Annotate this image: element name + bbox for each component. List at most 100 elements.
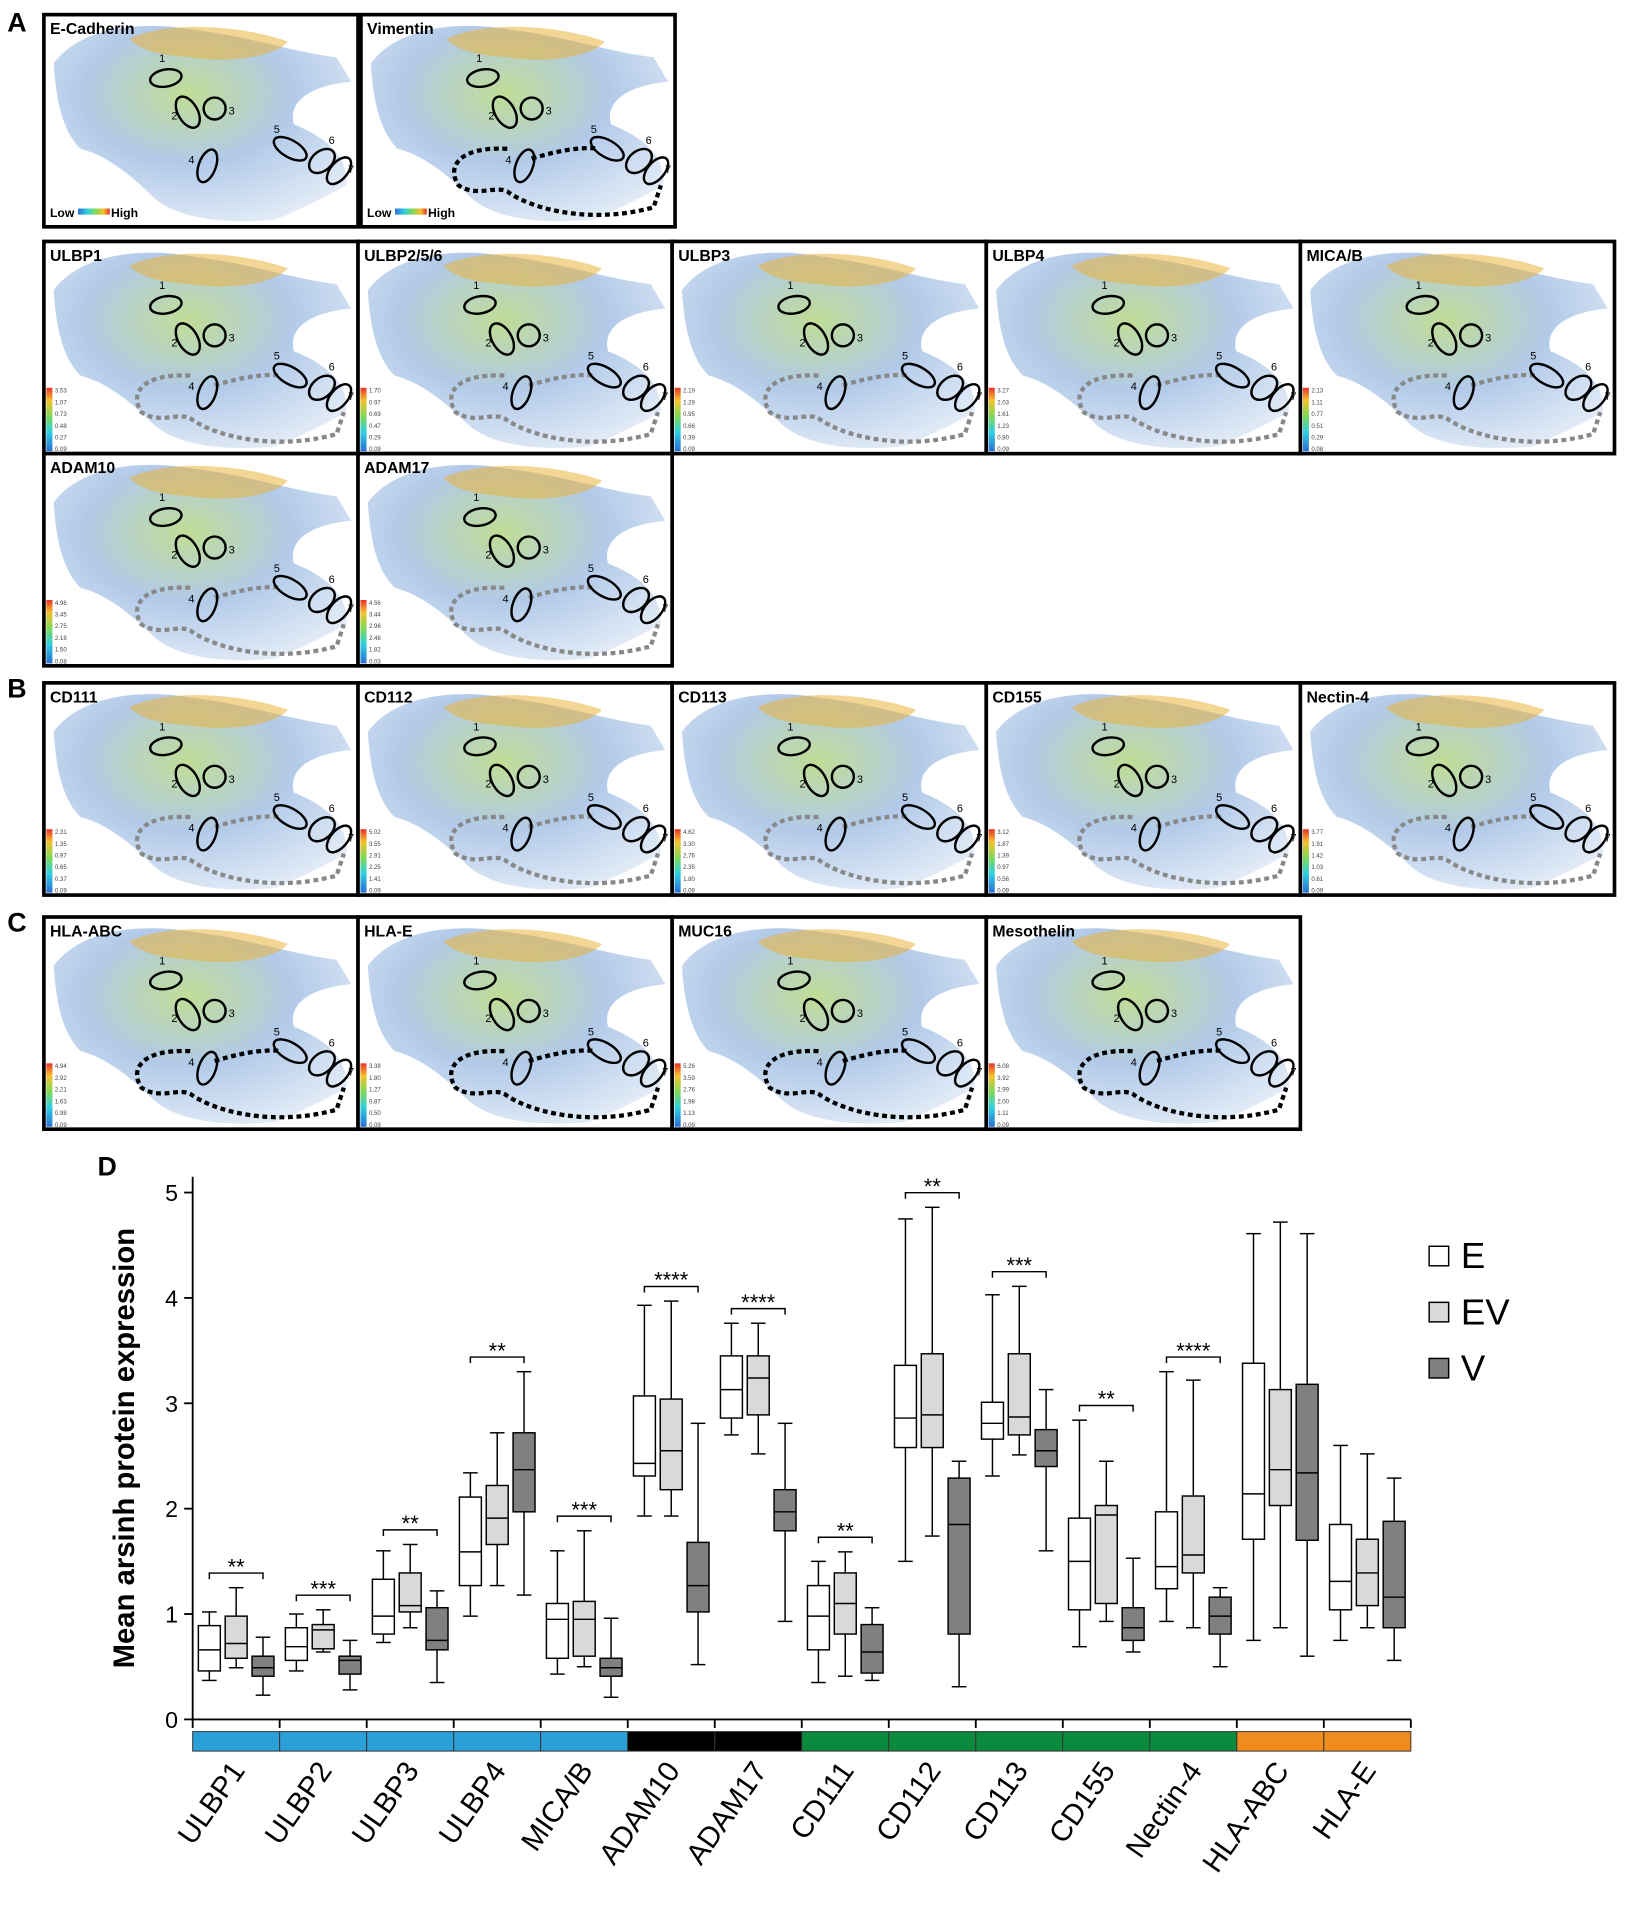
category-band <box>1236 1731 1325 1752</box>
cluster-outline <box>1431 763 1458 798</box>
colorbar-label: 0.95 <box>683 411 695 418</box>
significance-label: ** <box>924 1174 942 1199</box>
umap-cloud <box>1310 252 1608 449</box>
cluster-outline <box>1091 294 1126 315</box>
cluster-outline <box>174 95 202 129</box>
cluster-label: 7 <box>1605 391 1611 403</box>
cluster-label: 6 <box>329 135 335 147</box>
cluster-label: 2 <box>1428 779 1434 791</box>
significance-label: **** <box>654 1268 689 1293</box>
cluster-label: 3 <box>546 106 552 118</box>
umap-hot-region <box>443 929 602 963</box>
colorbar-label: 1.98 <box>683 1098 695 1105</box>
cluster-label: 1 <box>1101 280 1107 292</box>
cluster-outline <box>488 763 516 798</box>
cluster-label: 2 <box>485 1013 491 1025</box>
category-band <box>1323 1731 1412 1752</box>
colorbar-label: 0.09 <box>997 446 1009 453</box>
cluster-outline <box>516 323 541 348</box>
colorbar <box>674 1063 681 1127</box>
cluster-label: 7 <box>665 164 671 176</box>
colorbar-label: 5.02 <box>369 829 381 836</box>
cluster-outline <box>196 375 219 411</box>
cluster-outline <box>202 323 227 348</box>
umap-hot-region <box>757 695 917 728</box>
cluster-outline <box>621 1050 651 1077</box>
box <box>632 1395 657 1477</box>
map-title: ADAM10 <box>50 460 115 477</box>
colorbar-label: 4.96 <box>55 600 67 607</box>
panel-letter: A <box>7 8 26 38</box>
colorbar-label: 3.12 <box>997 829 1009 836</box>
box <box>311 1623 335 1650</box>
category-band <box>714 1731 803 1752</box>
cluster-label: 2 <box>800 779 806 791</box>
cluster-label: 4 <box>1131 1057 1137 1069</box>
cluster-outline <box>1431 322 1458 356</box>
umap-cloud <box>53 694 352 890</box>
colorbar-label: 2.19 <box>683 388 695 395</box>
cluster-outline <box>1250 1050 1279 1077</box>
colorbar-label: 0.48 <box>55 423 67 430</box>
colorbar-label: 2.76 <box>683 1087 695 1094</box>
cluster-outline <box>639 595 667 625</box>
umap-panel: 1 2 3 4 5 6 7 Nectin-4 3.77 1.91 1.42 1.03 0.61 0.09 <box>1298 681 1617 897</box>
cluster-outline <box>513 148 536 184</box>
umap-hot-region <box>443 465 602 499</box>
map-title: Vimentin <box>367 21 434 38</box>
cluster-label: 4 <box>817 381 823 393</box>
colorbar <box>360 1063 367 1127</box>
box <box>485 1484 509 1546</box>
cluster-outline <box>307 147 336 175</box>
box <box>920 1353 944 1449</box>
category-band <box>453 1731 542 1752</box>
cluster-outline <box>802 322 830 356</box>
cluster-outline <box>1452 375 1475 411</box>
umap-panel: 1 2 3 4 5 6 7 MUC16 5.26 3.59 2.76 1.98 1.13 0.09 <box>670 915 989 1132</box>
cluster-outline <box>1458 764 1484 789</box>
cluster-outline <box>589 135 625 162</box>
panel-letter: B <box>7 674 26 704</box>
significance-bracket <box>556 1515 612 1523</box>
colorbar-label: 0.47 <box>369 423 381 430</box>
cluster-label: 5 <box>1216 1026 1222 1038</box>
cluster-outline <box>1144 998 1170 1024</box>
cluster-outline <box>307 1050 336 1077</box>
cluster-outline <box>510 587 533 623</box>
significance-label: ** <box>228 1554 246 1579</box>
map-title: CD111 <box>50 689 98 706</box>
colorbar-label: 0.37 <box>55 876 67 883</box>
cluster-outline <box>830 998 856 1024</box>
colorbar-label: 3.77 <box>1311 829 1323 836</box>
box <box>947 1477 971 1635</box>
colorbar-label: 0.97 <box>997 864 1009 871</box>
map-title: ULBP1 <box>50 248 102 265</box>
umap-hot-region <box>1071 253 1231 287</box>
cluster-outline <box>148 294 183 315</box>
map-title: Nectin-4 <box>1306 689 1369 706</box>
colorbar-label: 0.51 <box>1311 423 1323 430</box>
cluster-outline <box>174 763 202 798</box>
cluster-label: 1 <box>473 280 479 292</box>
cluster-outline <box>802 997 830 1032</box>
box <box>980 1401 1005 1440</box>
cluster-label: 5 <box>1216 792 1222 804</box>
cluster-label: 4 <box>503 381 509 393</box>
cluster-outline <box>272 574 308 601</box>
cluster-label: 2 <box>1114 337 1120 349</box>
significance-label: *** <box>1006 1253 1032 1278</box>
cluster-outline <box>953 382 981 413</box>
cluster-label: 4 <box>817 823 823 835</box>
cluster-label: 7 <box>976 391 982 403</box>
umap-panel: 1 2 3 4 5 6 7 MICA/B 2.13 1.11 0.77 0.51 0.29 0.08 <box>1298 239 1617 456</box>
box <box>806 1584 831 1651</box>
legend-low: Low <box>50 206 75 220</box>
cluster-outline <box>1582 824 1609 854</box>
box <box>860 1623 884 1674</box>
cluster-label: 6 <box>1271 1037 1277 1049</box>
box <box>572 1600 596 1657</box>
panel-letter: C <box>7 908 26 938</box>
cluster-label: 4 <box>188 823 194 835</box>
umap-cloud <box>370 25 669 222</box>
